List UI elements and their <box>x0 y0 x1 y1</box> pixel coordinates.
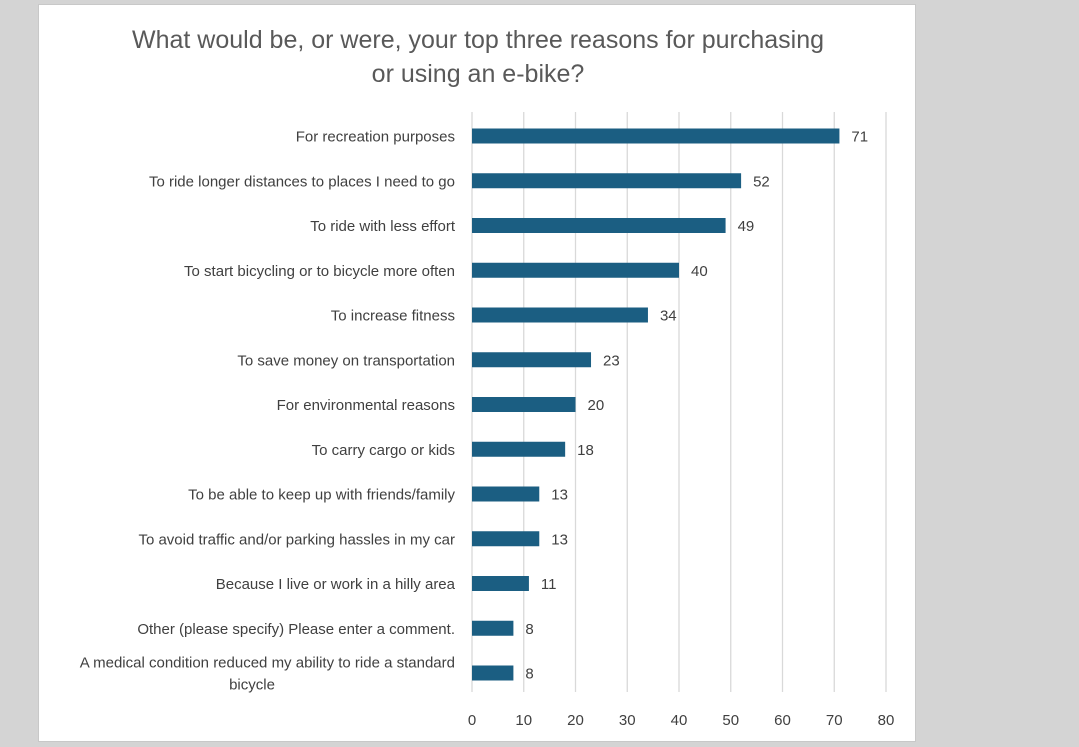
category-label: To start bicycling or to bicycle more of… <box>184 263 455 280</box>
data-label: 13 <box>551 531 568 548</box>
data-label: 52 <box>753 173 770 190</box>
x-tick-label: 60 <box>774 712 791 729</box>
bar <box>472 262 679 278</box>
category-label: To carry cargo or kids <box>312 442 455 459</box>
data-label: 11 <box>541 576 557 593</box>
bar <box>472 665 514 681</box>
category-label: A medical condition reduced my ability t… <box>80 655 455 672</box>
x-tick-label: 0 <box>468 712 476 729</box>
data-label: 8 <box>525 666 533 683</box>
bar <box>472 218 726 233</box>
chart-title-line-1: What would be, or were, your top three r… <box>131 26 825 54</box>
bar <box>472 620 514 636</box>
x-tick-label: 20 <box>567 712 584 729</box>
x-tick-label: 10 <box>515 712 532 729</box>
bar <box>472 397 576 412</box>
data-label: 8 <box>525 621 533 638</box>
bar <box>472 441 566 457</box>
bar <box>472 307 648 323</box>
category-label: Because I live or work in a hilly area <box>216 576 456 593</box>
chart-title: What would be, or were, your top three r… <box>39 23 917 91</box>
category-label: To ride longer distances to places I nee… <box>149 173 455 190</box>
category-label: To ride with less effort <box>310 218 456 235</box>
x-tick-label: 50 <box>722 712 739 729</box>
data-label: 49 <box>738 218 755 235</box>
bar <box>472 352 592 368</box>
data-label: 71 <box>851 129 868 146</box>
x-tick-label: 70 <box>826 712 843 729</box>
category-label: For environmental reasons <box>277 397 455 414</box>
category-label: For recreation purposes <box>296 129 455 146</box>
bar <box>472 531 540 547</box>
x-tick-label: 30 <box>619 712 636 729</box>
category-label: bicycle <box>229 677 275 694</box>
bar <box>472 576 529 591</box>
bar <box>472 128 840 144</box>
data-label: 20 <box>588 397 605 414</box>
data-label: 18 <box>577 442 594 459</box>
category-label: To avoid traffic and/or parking hassles … <box>138 531 455 548</box>
bar <box>472 486 540 502</box>
data-label: 13 <box>551 487 568 504</box>
data-label: 34 <box>660 308 677 325</box>
spreadsheet-column-line <box>998 0 999 747</box>
x-tick-label: 80 <box>878 712 895 729</box>
category-label: To save money on transportation <box>237 352 455 369</box>
bar <box>472 173 742 189</box>
data-label: 23 <box>603 352 620 369</box>
category-label: Other (please specify) Please enter a co… <box>137 621 455 638</box>
x-tick-label: 40 <box>671 712 688 729</box>
chart-area[interactable]: What would be, or were, your top three r… <box>38 4 916 742</box>
data-label: 40 <box>691 263 708 280</box>
category-label: To be able to keep up with friends/famil… <box>188 487 455 504</box>
bar-plot: 0 10 20 30 40 50 60 70 80 71 For recreation purpos… <box>80 112 895 729</box>
category-label: To increase fitness <box>331 308 455 325</box>
chart-title-line-2: or using an e-bike? <box>371 60 585 88</box>
